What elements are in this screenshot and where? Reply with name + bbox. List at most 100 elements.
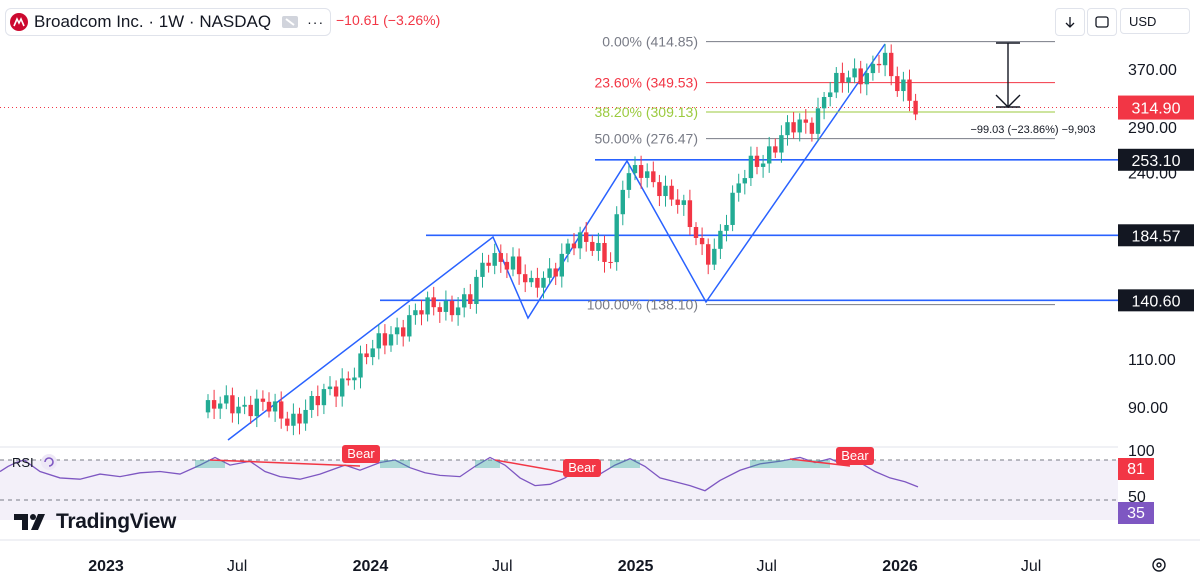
price-level-tag-bg — [1118, 289, 1194, 312]
candle-body — [425, 297, 430, 315]
bear-label-bg — [563, 459, 601, 477]
candle-body — [907, 79, 912, 101]
tradingview-logo-icon — [14, 514, 45, 530]
symbol-header[interactable]: Broadcom Inc. · 1W · NASDAQ ··· — [5, 8, 332, 36]
candle-body — [559, 253, 564, 277]
candle-body — [480, 262, 485, 277]
bear-label: Bear — [841, 448, 869, 463]
candle-body — [693, 227, 699, 238]
candle-body — [327, 386, 333, 390]
bear-label: Bear — [347, 446, 375, 461]
last-price-tag-bg — [1118, 95, 1194, 120]
rsi-value-b: 35 — [1127, 505, 1145, 522]
candle-body — [712, 248, 717, 265]
candle-body — [596, 242, 601, 251]
rsi-level-label: 100 — [1128, 443, 1155, 460]
candle-body — [645, 171, 650, 178]
candle-body — [870, 63, 876, 74]
candle-body — [364, 353, 369, 358]
candle-body — [510, 256, 516, 270]
candle-body — [474, 276, 479, 304]
candle-body — [760, 163, 766, 167]
fibonacci-retracement: 0.00% (414.85) 23.60% (349.53) 38.20% (309… — [587, 34, 1096, 313]
candle-body — [797, 119, 802, 133]
candle-body — [730, 192, 735, 225]
symbol-title[interactable]: Broadcom Inc. · 1W · NASDAQ — [34, 12, 272, 31]
candle-body — [535, 277, 540, 288]
bear-label-bg — [836, 447, 874, 465]
candle-body — [413, 310, 418, 316]
candle-body — [407, 315, 412, 337]
candle-body — [895, 76, 900, 92]
candle-body — [352, 377, 357, 381]
candle-body — [553, 268, 558, 277]
candle-body — [242, 404, 247, 407]
x-tick-label: Jul — [492, 558, 512, 575]
candle-body — [401, 327, 406, 337]
fullscreen-icon[interactable] — [1087, 8, 1117, 36]
candle-body — [340, 378, 345, 397]
candle-body — [248, 404, 253, 417]
rsi-overbought-fill — [750, 460, 830, 468]
candle-body — [358, 353, 363, 378]
candle-body — [523, 274, 528, 283]
candle-body — [809, 122, 815, 134]
axes: 2023 Jul 2024 Jul 2025 Jul 2026 Jul 370.00 290.00… — [88, 62, 1194, 575]
candle-body — [346, 378, 351, 381]
rsi-band — [0, 460, 1118, 520]
candle-body — [724, 224, 729, 231]
refresh-icon[interactable] — [40, 453, 58, 471]
candle-body — [876, 63, 882, 66]
candles — [205, 43, 918, 436]
currency-label: USD — [1129, 13, 1157, 29]
candle-body — [590, 241, 595, 251]
more-options-icon[interactable]: ··· — [307, 14, 325, 30]
broadcom-logo-icon — [10, 13, 28, 31]
price-level-tag-bg — [1118, 148, 1194, 171]
candle-body — [901, 79, 906, 92]
candle-body — [382, 333, 388, 346]
candle-body — [541, 277, 546, 288]
candle-body — [675, 199, 680, 205]
candle-body — [529, 277, 534, 283]
candle-body — [449, 301, 455, 316]
candle-body — [462, 294, 467, 308]
candle-body — [321, 389, 327, 406]
y-tick-label: 290.00 — [1128, 120, 1177, 137]
candle-body — [224, 395, 229, 404]
candle-body — [834, 72, 839, 93]
price-change: −10.61 (−3.26%) — [336, 12, 441, 28]
hide-icon[interactable] — [279, 13, 301, 31]
currency-select[interactable]: USD — [1120, 8, 1190, 34]
candle-body — [651, 171, 656, 183]
candle-body — [218, 403, 223, 409]
candle-body — [266, 401, 272, 412]
candle-body — [309, 396, 314, 410]
tradingview-brand[interactable]: TradingView — [14, 510, 176, 534]
measure-label: −99.03 (−23.86%) −9,903 — [970, 124, 1095, 136]
candle-body — [821, 97, 827, 109]
candle-body — [565, 243, 571, 254]
y-tick-label: 370.00 — [1128, 62, 1177, 79]
candle-body — [864, 73, 869, 85]
candle-body — [272, 401, 278, 412]
price-level-tag-bg — [1118, 224, 1194, 247]
candle-body — [754, 155, 760, 167]
settings-gear-icon[interactable] — [1150, 556, 1168, 574]
rsi-line — [0, 456, 919, 492]
candle-body — [779, 135, 784, 153]
candle-body — [443, 301, 449, 312]
arrow-down-icon[interactable] — [1055, 8, 1085, 36]
last-price-tag: 314.90 — [1132, 101, 1181, 118]
candle-body — [718, 230, 723, 249]
candle-body — [303, 409, 308, 424]
candle-body — [913, 100, 918, 115]
rsi-value-b-bg — [1118, 502, 1154, 524]
fib-level-label: 0.00% (414.85) — [602, 34, 698, 50]
candle-body — [297, 413, 302, 424]
candle-body — [852, 68, 857, 78]
candle-body — [394, 327, 400, 335]
candle-body — [260, 398, 266, 402]
candle-body — [584, 232, 589, 242]
